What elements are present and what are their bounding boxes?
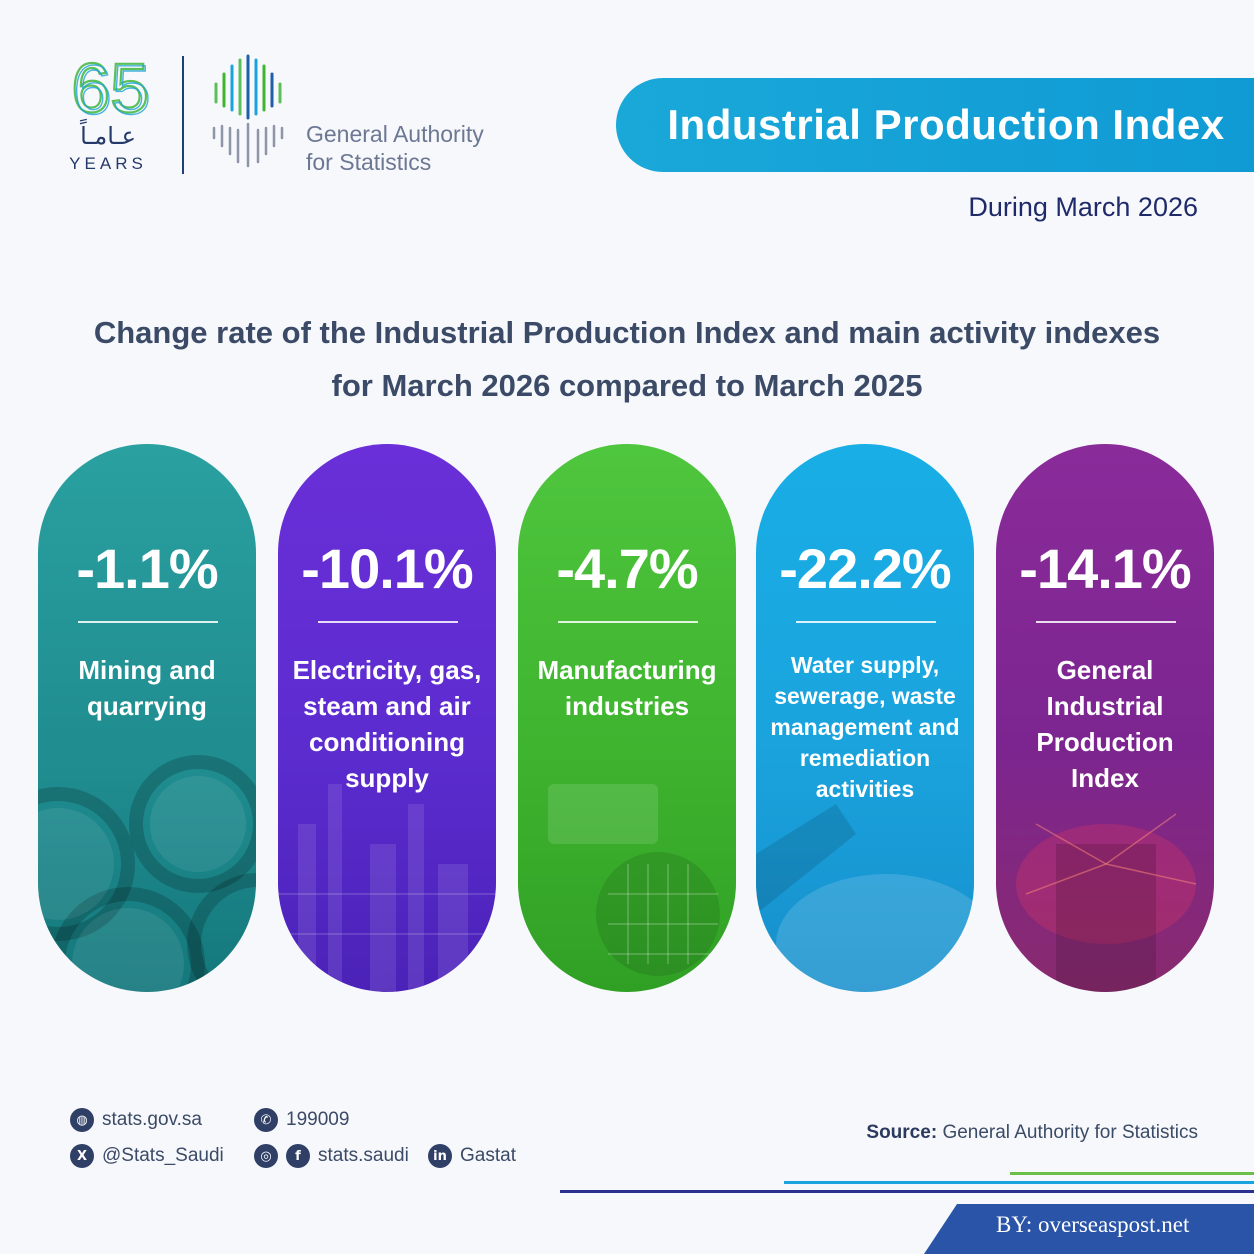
title-banner (616, 78, 1254, 172)
linkedin-link[interactable]: in Gastat (428, 1144, 516, 1168)
card-manufacturing: -4.7% Manufacturing industries (518, 444, 736, 992)
decor-line-green (1010, 1172, 1254, 1175)
social-text: stats.saudi (318, 1145, 409, 1166)
decor-line-navy (560, 1190, 1254, 1193)
period-label: During March 2026 (968, 192, 1198, 222)
water-pipe-image (756, 804, 974, 992)
phone-icon: ✆ (254, 1108, 278, 1132)
card-value: -14.1% (1019, 537, 1191, 600)
source-value: General Authority for Statistics (942, 1122, 1198, 1143)
card-label: Mining and quarrying (78, 655, 216, 721)
card-value: -22.2% (779, 537, 951, 600)
phone-link[interactable]: ✆ 199009 (254, 1108, 349, 1132)
linkedin-icon: in (428, 1144, 452, 1168)
authority-line-2: for Statistics (306, 149, 432, 175)
social-link[interactable]: ◎ f stats.saudi (254, 1144, 409, 1168)
power-plant-image (278, 784, 496, 992)
card-divider (796, 621, 936, 623)
card-electricity: -10.1% Electricity, gas, steam and air c… (278, 444, 496, 992)
card-divider (1036, 621, 1176, 623)
svg-text:65: 65 (73, 52, 151, 124)
pipes-image (38, 755, 256, 992)
gastat-logo-icon (212, 54, 284, 168)
logo-arabic-text: عـامـاً (80, 122, 136, 150)
electric-motor-image (548, 784, 720, 976)
instagram-icon: ◎ (254, 1144, 278, 1168)
authority-line-1: General Authority (306, 121, 484, 147)
website-text: stats.gov.sa (102, 1109, 202, 1130)
card-label: Electricity, gas, steam and air conditio… (292, 655, 482, 793)
card-general-index: -14.1% General Industrial Production Ind… (996, 444, 1214, 992)
card-mining: -1.1% Mining and quarrying (38, 444, 256, 992)
facebook-icon: f (286, 1144, 310, 1168)
card-divider (318, 621, 458, 623)
x-icon: X (70, 1144, 94, 1168)
card-value: -4.7% (556, 537, 698, 600)
logo-divider (182, 56, 184, 174)
card-value: -10.1% (301, 537, 473, 600)
linkedin-text: Gastat (460, 1145, 516, 1166)
card-label: Manufacturing industries (537, 655, 717, 721)
byline-text: BY: overseaspost.net (996, 1212, 1190, 1237)
source-label: Source: (866, 1122, 938, 1143)
logo-years-text: YEARS (69, 154, 147, 173)
authority-name: General Authority for Statistics (306, 120, 484, 176)
card-divider (78, 621, 218, 623)
card-water: -22.2% Water supply, sewerage, waste man… (756, 444, 974, 992)
card-label: General Industrial Production Index (1036, 655, 1174, 793)
website-link[interactable]: ◍ stats.gov.sa (70, 1108, 202, 1132)
chart-subtitle: Change rate of the Industrial Production… (40, 306, 1214, 412)
card-value: -1.1% (76, 537, 218, 600)
card-divider (558, 621, 698, 623)
twitter-text: @Stats_Saudi (102, 1145, 224, 1166)
subtitle-line-1: Change rate of the Industrial Production… (93, 315, 1161, 350)
phone-text: 199009 (286, 1109, 350, 1130)
twitter-link[interactable]: X @Stats_Saudi (70, 1144, 224, 1168)
page-title: Industrial Production Index (667, 101, 1225, 148)
globe-icon: ◍ (70, 1108, 94, 1132)
welding-sparks-image (1016, 813, 1197, 992)
decor-line-cyan (784, 1181, 1254, 1184)
logo-number: 65 (71, 52, 149, 124)
card-label: Water supply, sewerage, waste management… (770, 652, 960, 802)
65-years-logo: 65 65 (70, 52, 152, 124)
byline-banner (924, 1204, 1254, 1254)
source-note: Source: General Authority for Statistics (866, 1122, 1198, 1144)
subtitle-line-2: for March 2026 compared to March 2025 (331, 368, 923, 403)
